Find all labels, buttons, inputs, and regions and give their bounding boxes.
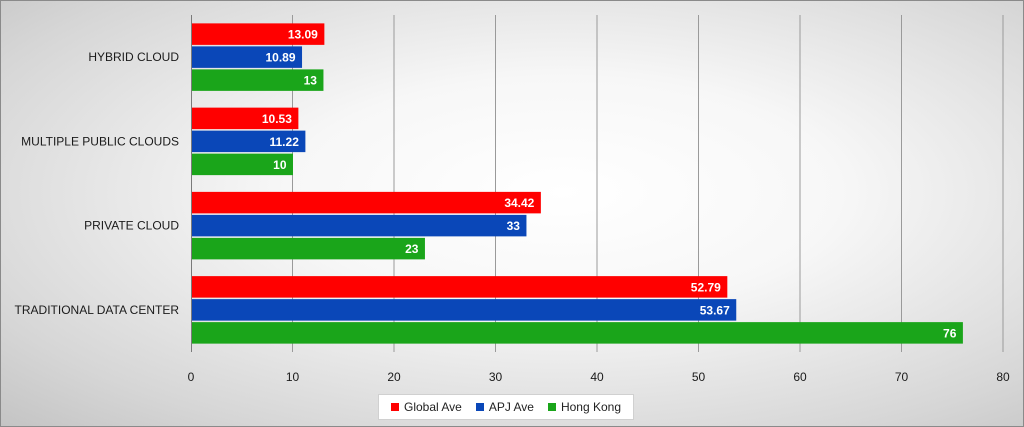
category-label-multiple-public-clouds: MULTIPLE PUBLIC CLOUDS — [21, 134, 179, 148]
bar-apj-ave-private-cloud — [191, 214, 527, 237]
data-label-hong-kong-multiple-public-clouds: 10 — [273, 158, 287, 172]
data-label-apj-ave-private-cloud: 33 — [507, 219, 521, 233]
bar-global-ave-private-cloud — [191, 191, 541, 214]
x-tick-label-30: 30 — [489, 370, 503, 384]
x-tick-label-40: 40 — [590, 370, 604, 384]
data-label-global-ave-multiple-public-clouds: 10.53 — [262, 112, 292, 126]
legend-label-hong-kong: Hong Kong — [560, 400, 622, 414]
bar-apj-ave-multiple-public-clouds — [191, 130, 306, 153]
data-label-hong-kong-traditional-data-center: 76 — [943, 326, 957, 340]
legend-label-global-ave: Global Ave — [404, 400, 462, 414]
legend-swatch-global-ave — [391, 403, 399, 411]
legend: Global Ave APJ Ave Hong Kong — [378, 394, 635, 420]
data-label-global-ave-traditional-data-center: 52.79 — [691, 280, 721, 294]
bar-global-ave-hybrid-cloud — [191, 23, 325, 45]
data-label-apj-ave-multiple-public-clouds: 11.22 — [270, 135, 300, 149]
bar-hong-kong-multiple-public-clouds — [191, 153, 293, 176]
x-tick-label-20: 20 — [387, 370, 401, 384]
bar-global-ave-multiple-public-clouds — [191, 107, 299, 130]
legend-item-hong-kong: Hong Kong — [547, 400, 622, 414]
bar-global-ave-traditional-data-center — [191, 276, 728, 298]
x-tick-label-80: 80 — [996, 370, 1010, 384]
x-tick-label-60: 60 — [793, 370, 807, 384]
bar-apj-ave-traditional-data-center — [191, 299, 737, 321]
data-label-apj-ave-hybrid-cloud: 10.89 — [266, 51, 296, 65]
legend-item-global-ave: Global Ave — [391, 400, 462, 414]
x-tick-label-10: 10 — [286, 370, 300, 384]
x-tick-label-70: 70 — [895, 370, 909, 384]
data-label-apj-ave-traditional-data-center: 53.67 — [700, 303, 730, 317]
legend-label-apj-ave: APJ Ave — [488, 400, 534, 414]
legend-item-apj-ave: APJ Ave — [475, 400, 534, 414]
x-tick-label-50: 50 — [692, 370, 706, 384]
bar-hong-kong-traditional-data-center — [191, 322, 963, 344]
category-label-private-cloud: PRIVATE CLOUD — [84, 219, 179, 233]
category-label-hybrid-cloud: HYBRID CLOUD — [88, 50, 179, 64]
x-tick-label-0: 0 — [188, 370, 195, 384]
legend-swatch-apj-ave — [475, 403, 484, 411]
legend-swatch-hong-kong — [547, 403, 556, 411]
data-label-global-ave-hybrid-cloud: 13.09 — [288, 28, 318, 42]
category-label-traditional-data-center: TRADITIONAL DATA CENTER — [15, 303, 180, 317]
data-label-global-ave-private-cloud: 34.42 — [504, 196, 534, 210]
bar-hong-kong-hybrid-cloud — [191, 69, 324, 91]
data-label-hong-kong-private-cloud: 23 — [405, 242, 419, 256]
bar-apj-ave-hybrid-cloud — [191, 46, 303, 68]
data-label-hong-kong-hybrid-cloud: 13 — [304, 74, 318, 88]
bar-hong-kong-private-cloud — [191, 237, 425, 260]
